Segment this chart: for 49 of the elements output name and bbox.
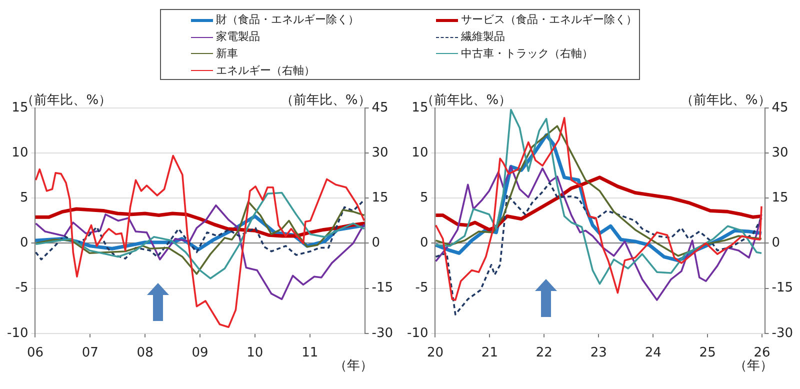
x-tick-label: 07 [82,346,98,361]
y-tick-label: 15 [412,100,428,116]
x-tick-label: 06 [26,346,44,361]
x-axis-title: （年） [734,358,773,374]
legend-label: 繊維製品 [461,29,505,46]
x-tick-label: 10 [246,346,264,361]
x-tick-label: 11 [302,346,318,361]
y2-tick-label: -15 [372,280,393,296]
x-tick-label: 21 [481,346,498,361]
y-tick-label: 15 [12,100,28,116]
y2-tick-label: 45 [772,100,788,116]
x-tick-label: 24 [644,346,662,361]
x-axis-title: （年） [334,358,373,374]
y2-tick-label: 30 [372,145,388,160]
y2-tick-label: 0 [772,236,780,251]
y2-axis-title: （前年比、%） [680,92,771,108]
y-tick-label: -10 [7,326,28,341]
x-tick-label: 22 [536,346,552,361]
legend-label: 財（食品・エネルギー除く） [216,12,359,28]
legend-label: 新車 [216,46,238,62]
x-tick-label: 09 [192,346,208,361]
y-tick-label: 10 [12,145,28,160]
y2-axis-title: （前年比、%） [280,92,371,108]
x-tick-label: 08 [136,346,154,361]
y-tick-label: 0 [420,236,428,251]
x-tick-label: 26 [754,346,770,361]
y-tick-label: -10 [407,326,428,341]
legend-label: 中古車・トラック（右軸） [461,46,593,62]
y-tick-label: -5 [415,280,428,296]
y-tick-label: -5 [15,280,28,296]
y-tick-label: 0 [20,236,28,251]
y-tick-label: 10 [412,145,428,160]
x-tick-label: 20 [426,346,444,361]
y2-tick-label: -30 [772,326,793,341]
legend-label: サービス（食品・エネルギー除く） [461,12,637,28]
y2-tick-label: 15 [772,190,788,206]
y2-tick-label: -15 [772,280,793,296]
y-tick-label: 5 [20,190,28,206]
legend-label: エネルギー（右軸） [216,62,315,79]
y2-tick-label: 30 [772,145,788,160]
y2-tick-label: 45 [372,100,388,116]
y2-tick-label: 0 [372,236,380,251]
y-tick-label: 5 [420,190,428,206]
x-tick-label: 23 [590,346,607,361]
y2-tick-label: -30 [372,326,393,341]
y2-tick-label: 15 [372,190,388,206]
legend-label: 家電製品 [216,29,260,46]
line-series [435,182,762,316]
x-tick-label: 25 [699,346,716,361]
